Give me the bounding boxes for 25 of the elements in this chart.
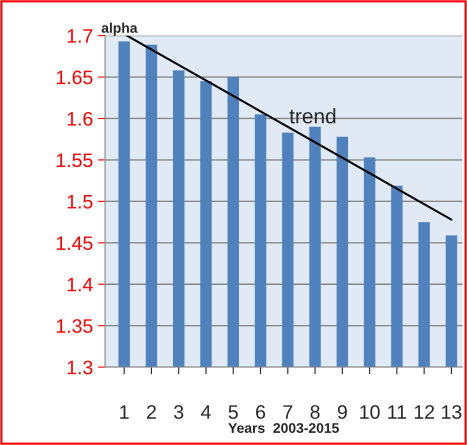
series-label: trend [289, 108, 336, 124]
x-tick-label: 11 [388, 405, 406, 419]
x-tick-label: 9 [338, 405, 347, 419]
x-tick-label: 5 [228, 405, 238, 419]
y-tick-label: 1.5 [68, 195, 92, 209]
x-tick-label: 13 [442, 405, 462, 419]
y-tick-label: 1.45 [56, 236, 92, 250]
x-tick-label: 8 [310, 405, 320, 419]
y-tick-label: 1.55 [56, 154, 92, 168]
x-tick-label: 4 [201, 405, 211, 419]
y-tick-label: 1.6 [68, 112, 92, 126]
x-tick-label: 12 [414, 405, 434, 419]
x-tick-label: 3 [174, 405, 184, 419]
y-tick-label: 1.65 [56, 70, 92, 84]
x-tick-label: 2 [147, 405, 156, 419]
y-tick-label: 1.4 [68, 278, 93, 292]
y-tick-label: 1.7 [68, 29, 92, 43]
x-tick-label: 10 [360, 405, 380, 419]
y-tick-label: 1.35 [56, 319, 92, 333]
x-axis-title: Years 2003-2015 [228, 423, 339, 433]
y-tick-label: 1.3 [68, 360, 92, 374]
x-tick-label: 7 [283, 405, 292, 419]
y-axis-title: alpha [102, 22, 138, 36]
x-tick-label: 1 [120, 405, 129, 419]
x-tick-label: 6 [256, 405, 266, 419]
